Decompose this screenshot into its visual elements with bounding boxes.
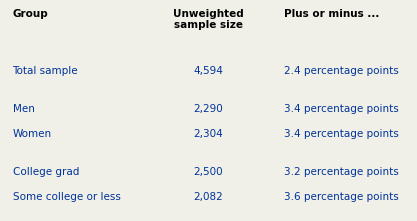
Text: 2,082: 2,082 bbox=[193, 192, 224, 202]
Text: 2,290: 2,290 bbox=[193, 104, 224, 114]
Text: 3.4 percentage points: 3.4 percentage points bbox=[284, 104, 398, 114]
Text: 3.2 percentage points: 3.2 percentage points bbox=[284, 167, 398, 177]
Text: Some college or less: Some college or less bbox=[13, 192, 121, 202]
Text: 4,594: 4,594 bbox=[193, 66, 224, 76]
Text: 2.4 percentage points: 2.4 percentage points bbox=[284, 66, 398, 76]
Text: Men: Men bbox=[13, 104, 34, 114]
Text: Total sample: Total sample bbox=[13, 66, 78, 76]
Text: Women: Women bbox=[13, 129, 52, 139]
Text: Plus or minus ...: Plus or minus ... bbox=[284, 9, 379, 19]
Text: 3.6 percentage points: 3.6 percentage points bbox=[284, 192, 398, 202]
Text: 2,500: 2,500 bbox=[193, 167, 224, 177]
Text: 2,304: 2,304 bbox=[193, 129, 224, 139]
Text: College grad: College grad bbox=[13, 167, 79, 177]
Text: Unweighted
sample size: Unweighted sample size bbox=[173, 9, 244, 30]
Text: 3.4 percentage points: 3.4 percentage points bbox=[284, 129, 398, 139]
Text: Group: Group bbox=[13, 9, 48, 19]
